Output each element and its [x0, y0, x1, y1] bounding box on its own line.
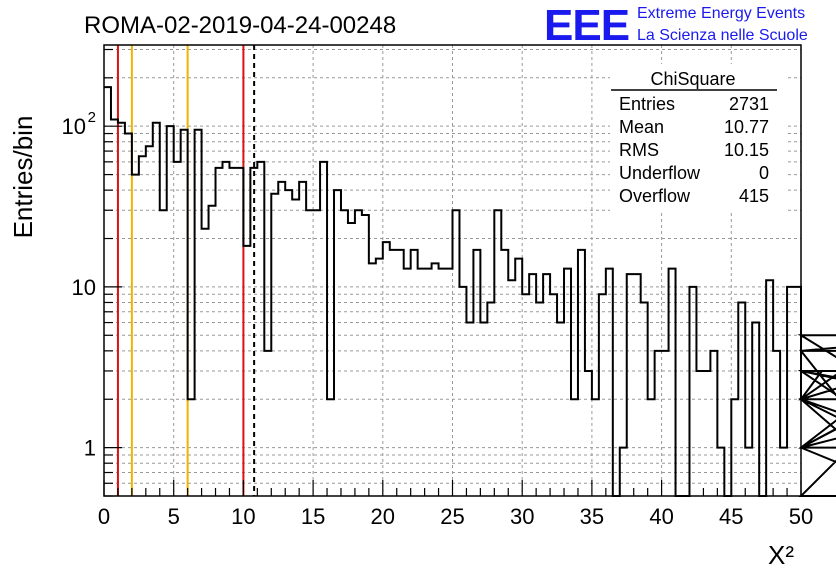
histogram-series: [104, 86, 836, 497]
stats-row-label: Underflow: [619, 163, 701, 183]
stats-row-label: Entries: [619, 94, 675, 114]
chart-title: ROMA-02-2019-04-24-00248: [84, 12, 396, 39]
y-tick-label: 10: [72, 275, 96, 300]
stats-row-label: Mean: [619, 117, 664, 137]
stats-row-value: 10.15: [724, 140, 769, 160]
x-tick-label: 50: [789, 504, 813, 529]
y-tick-label-exponent: 2: [88, 109, 96, 126]
x-tick-label: 30: [510, 504, 534, 529]
stats-row-label: Overflow: [619, 186, 691, 206]
x-tick-label: 20: [371, 504, 395, 529]
y-axis-title: Entries/bin: [8, 116, 38, 239]
stats-row-value: 0: [759, 163, 769, 183]
x-tick-label: 45: [719, 504, 743, 529]
y-tick-label: 1: [84, 436, 96, 461]
x-tick-label: 10: [231, 504, 255, 529]
logo-line-1: Extreme Energy Events: [637, 5, 805, 22]
x-axis-tick-labels: 0 5 10 15 20 25 30 35 40 45 50: [98, 504, 813, 529]
stats-rows: Entries 2731 Mean 10.77 RMS 10.15 Underflow 0 Ov…: [619, 94, 769, 206]
x-tick-label: 0: [98, 504, 110, 529]
logo-mark: EEE: [544, 1, 629, 50]
stats-row-value: 415: [739, 186, 769, 206]
x-tick-label: 5: [168, 504, 180, 529]
stats-row-value: 2731: [729, 94, 769, 114]
logo-line-2: La Scienza nelle Scuole: [637, 27, 808, 44]
x-axis-title: X²: [768, 540, 794, 570]
x-tick-label: 15: [301, 504, 325, 529]
stats-box-bg: [610, 64, 786, 212]
x-tick-label: 40: [649, 504, 673, 529]
x-tick-label: 25: [440, 504, 464, 529]
x-tick-label: 35: [580, 504, 604, 529]
stats-row-value: 10.77: [724, 117, 769, 137]
reference-lines: [116, 45, 256, 496]
stats-box: ChiSquare Entries 2731 Mean 10.77 RMS 10.15 Un…: [610, 64, 786, 212]
stats-row-label: RMS: [619, 140, 659, 160]
stats-title: ChiSquare: [650, 69, 735, 89]
axis-ticks: [103, 48, 802, 497]
eee-logo: EEE Extreme Energy Events La Scienza nel…: [544, 1, 808, 50]
y-tick-label: 10: [62, 114, 86, 139]
